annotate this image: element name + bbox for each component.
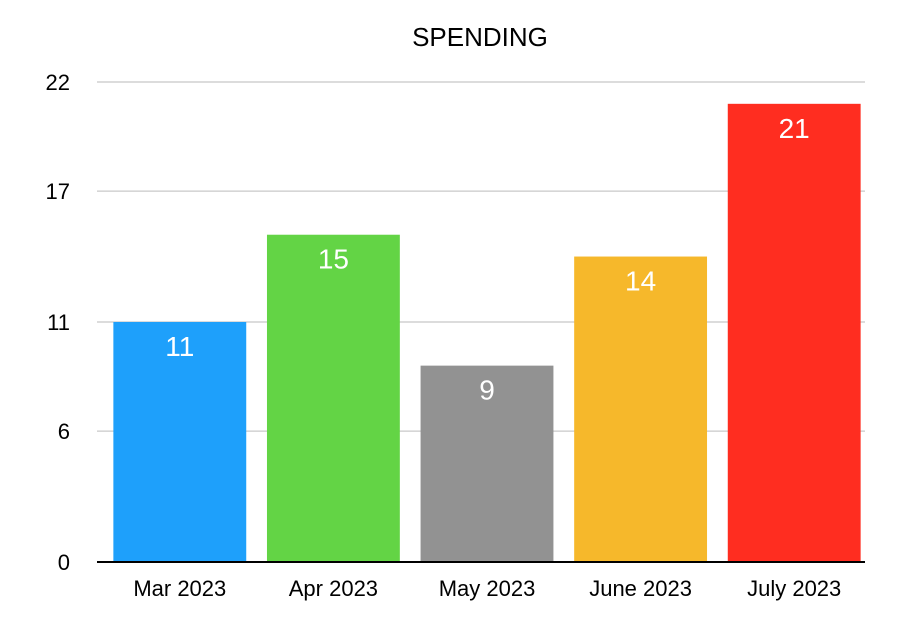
x-tick-label: Apr 2023: [289, 576, 378, 601]
bar: [113, 322, 247, 562]
x-axis: Mar 2023 Apr 2023 May 2023 June 2023 July 20…: [133, 576, 841, 601]
data-label: 9: [479, 375, 495, 406]
bar: [727, 103, 861, 563]
data-label: 15: [318, 244, 349, 275]
x-tick-label: June 2023: [589, 576, 692, 601]
bar: [266, 234, 400, 562]
y-axis: 0 6 11 17 22: [46, 70, 70, 575]
data-label: 14: [625, 266, 656, 297]
y-tick-label: 17: [46, 179, 70, 204]
y-tick-label: 6: [58, 419, 70, 444]
bars: 11 15 9 14 21: [113, 103, 861, 563]
bar: [420, 365, 554, 562]
x-tick-label: Mar 2023: [133, 576, 226, 601]
x-tick-label: July 2023: [747, 576, 841, 601]
y-tick-label: 0: [58, 550, 70, 575]
x-tick-label: May 2023: [439, 576, 536, 601]
bar: [574, 256, 708, 562]
y-tick-label: 11: [47, 310, 70, 335]
data-label: 11: [165, 331, 194, 362]
chart-title: SPENDING: [412, 22, 548, 52]
y-tick-label: 22: [46, 70, 70, 95]
data-label: 21: [779, 113, 810, 144]
